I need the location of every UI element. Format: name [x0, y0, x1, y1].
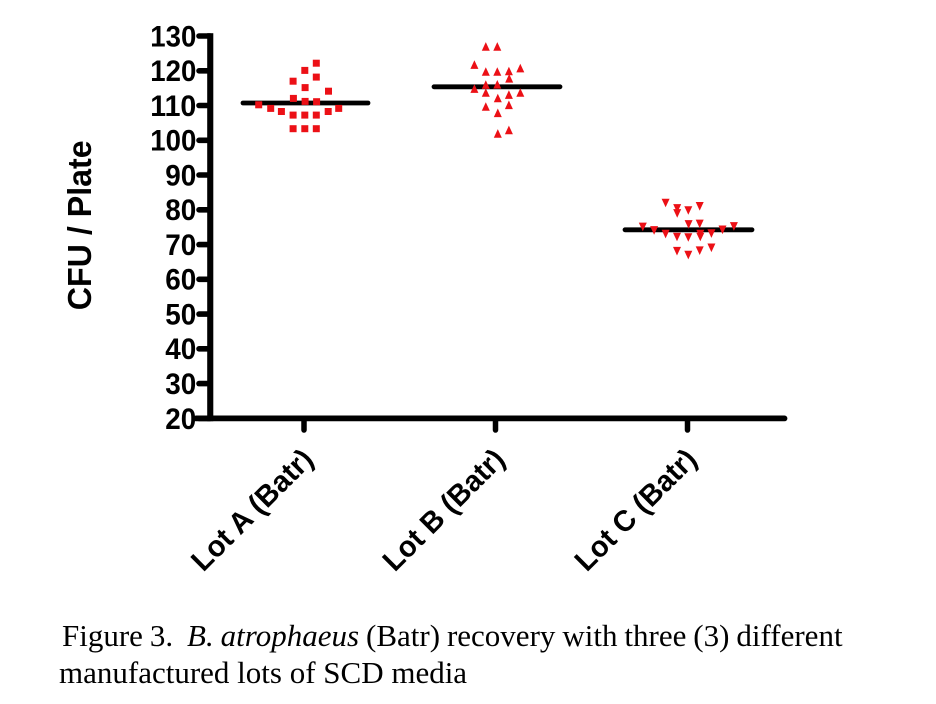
svg-text:Figure 3. B. atrophaeus (Batr: Figure 3. B. atrophaeus (Batr) recovery …: [62, 618, 843, 653]
svg-text:80: 80: [165, 194, 196, 227]
svg-text:130: 130: [150, 20, 196, 53]
svg-text:50: 50: [165, 299, 196, 332]
svg-text:20: 20: [165, 403, 196, 436]
svg-text:70: 70: [165, 229, 196, 262]
svg-text:manufactured lots of SCD media: manufactured lots of SCD media: [59, 655, 467, 690]
svg-text:90: 90: [165, 159, 196, 192]
svg-text:CFU / Plate: CFU / Plate: [62, 140, 99, 310]
svg-text:110: 110: [150, 90, 196, 123]
svg-text:60: 60: [165, 264, 196, 297]
svg-text:40: 40: [165, 333, 196, 366]
svg-text:120: 120: [150, 55, 196, 88]
svg-text:30: 30: [165, 368, 196, 401]
svg-text:100: 100: [150, 125, 196, 158]
